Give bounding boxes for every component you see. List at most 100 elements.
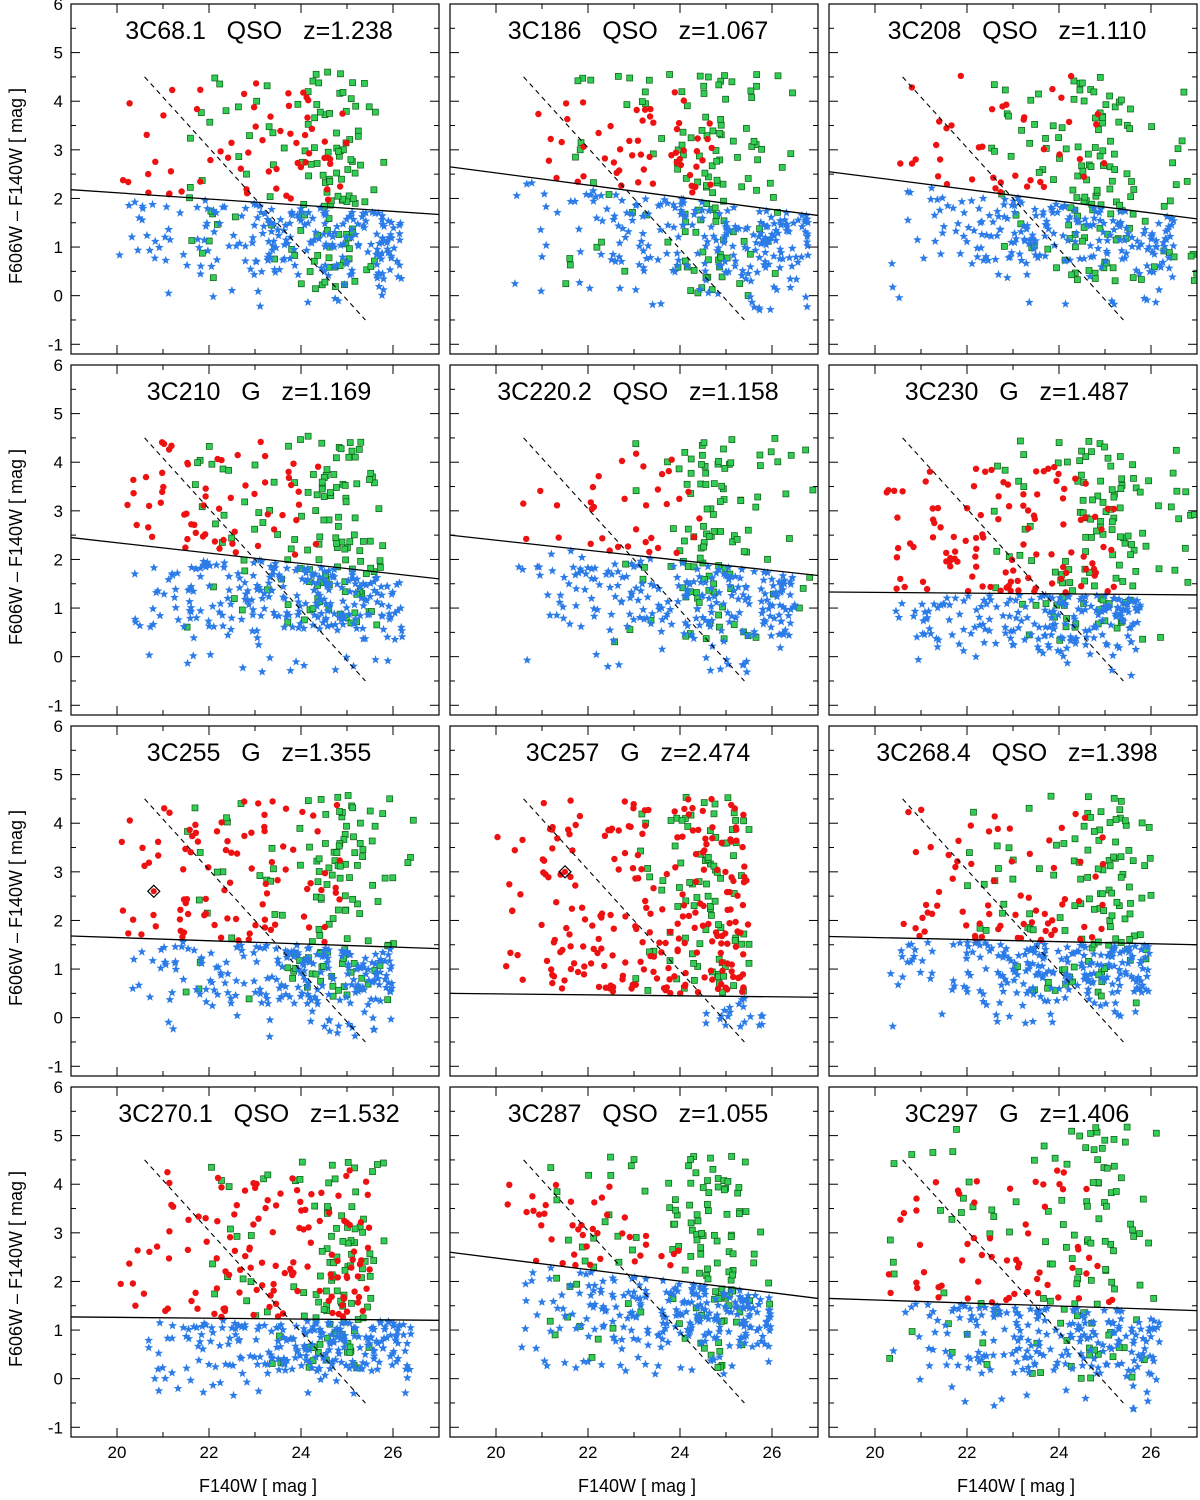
blue-galaxy-marker (279, 1353, 289, 1363)
red-galaxy-marker (901, 583, 908, 591)
blue-galaxy-marker (377, 211, 387, 220)
blue-galaxy-marker (253, 633, 262, 642)
blue-galaxy-marker (629, 615, 639, 624)
panel-title: 3C220.2 QSO z=1.158 (497, 378, 778, 406)
blue-galaxy-marker (193, 234, 203, 244)
blue-galaxy-marker (1042, 221, 1052, 230)
blue-galaxy-marker (1128, 951, 1137, 961)
blue-galaxy-marker (749, 567, 759, 576)
red-galaxy-marker (165, 1255, 173, 1262)
blue-galaxy-marker (287, 1364, 297, 1373)
red-galaxy-marker (169, 86, 176, 94)
red-galaxy-marker (305, 150, 313, 157)
blue-galaxy-marker (1123, 229, 1133, 238)
blue-galaxy-marker (930, 210, 939, 219)
blue-galaxy-marker (687, 630, 696, 639)
blue-galaxy-marker (781, 625, 790, 634)
blue-galaxy-marker (1049, 228, 1058, 238)
star-marker (707, 1154, 714, 1162)
red-galaxy-marker (740, 879, 748, 886)
blue-galaxy-marker (1096, 950, 1106, 959)
blue-galaxy-marker (282, 608, 292, 617)
blue-galaxy-marker (257, 557, 266, 566)
star-marker (1055, 134, 1062, 141)
blue-galaxy-marker (801, 215, 810, 224)
red-galaxy-marker (511, 847, 518, 854)
red-galaxy-marker (572, 821, 579, 829)
blue-galaxy-marker (273, 954, 283, 963)
blue-galaxy-marker (267, 204, 276, 214)
blue-galaxy-marker (215, 1378, 225, 1387)
star-marker (186, 184, 194, 191)
star-marker (240, 556, 248, 564)
star-marker (1042, 600, 1050, 608)
blue-galaxy-marker (778, 628, 788, 637)
blue-galaxy-marker (904, 940, 914, 949)
blue-galaxy-marker (312, 950, 322, 959)
blue-galaxy-marker (1061, 619, 1070, 628)
blue-galaxy-marker (395, 235, 405, 244)
blue-galaxy-marker (150, 253, 160, 262)
star-marker (335, 513, 342, 521)
blue-galaxy-marker (1046, 202, 1056, 212)
star-marker (692, 1169, 700, 1177)
blue-galaxy-marker (252, 626, 262, 635)
blue-galaxy-marker (1010, 201, 1019, 210)
blue-galaxy-marker (687, 220, 697, 229)
blue-galaxy-marker (1060, 993, 1070, 1002)
star-marker (309, 77, 317, 85)
blue-galaxy-marker (382, 970, 391, 980)
blue-galaxy-marker (788, 573, 797, 582)
red-galaxy-marker (248, 865, 255, 872)
blue-galaxy-marker (967, 196, 976, 205)
red-galaxy-marker (609, 952, 616, 959)
blue-galaxy-marker (706, 583, 716, 593)
star-marker (219, 465, 227, 473)
blue-galaxy-marker (1107, 665, 1117, 674)
blue-galaxy-marker (1061, 299, 1070, 308)
blue-galaxy-marker (775, 244, 785, 253)
blue-galaxy-marker (241, 241, 250, 250)
red-galaxy-marker (929, 534, 937, 541)
blue-galaxy-marker (307, 1006, 317, 1015)
blue-galaxy-marker (1117, 246, 1127, 255)
star-marker (1017, 437, 1024, 445)
blue-galaxy-marker (646, 253, 655, 262)
star-marker (1132, 568, 1140, 575)
blue-galaxy-marker (926, 194, 936, 204)
blue-galaxy-marker (784, 611, 793, 620)
blue-galaxy-marker (914, 655, 923, 664)
red-galaxy-marker (351, 1288, 358, 1295)
red-galaxy-marker (551, 936, 558, 944)
blue-galaxy-marker (916, 967, 925, 977)
red-galaxy-marker (632, 450, 640, 457)
blue-galaxy-marker (1020, 635, 1030, 644)
star-marker (1088, 534, 1095, 541)
red-galaxy-marker (1017, 935, 1025, 942)
red-galaxy-marker (214, 1218, 221, 1225)
blue-galaxy-marker (182, 1363, 191, 1372)
star-marker (1127, 551, 1134, 559)
star-marker (1081, 193, 1089, 201)
separation-line (829, 171, 1197, 220)
star-marker (1091, 582, 1098, 590)
blue-galaxy-marker (261, 990, 271, 999)
blue-galaxy-marker (962, 983, 972, 992)
blue-galaxy-marker (250, 220, 259, 230)
blue-galaxy-marker (692, 1302, 702, 1311)
blue-galaxy-marker (605, 625, 615, 634)
diagonal-dashed-line (523, 798, 745, 1043)
blue-galaxy-marker (1142, 971, 1152, 981)
blue-galaxy-marker (387, 1360, 397, 1369)
blue-galaxy-marker (240, 1320, 250, 1329)
star-marker (727, 1233, 735, 1241)
star-marker (370, 186, 378, 194)
red-galaxy-marker (138, 931, 145, 938)
blue-galaxy-marker (1135, 600, 1145, 609)
blue-galaxy-marker (324, 1015, 334, 1024)
star-marker (1155, 502, 1162, 510)
red-galaxy-marker (119, 177, 127, 184)
separation-line (829, 935, 1197, 946)
red-galaxy-marker (252, 123, 259, 130)
